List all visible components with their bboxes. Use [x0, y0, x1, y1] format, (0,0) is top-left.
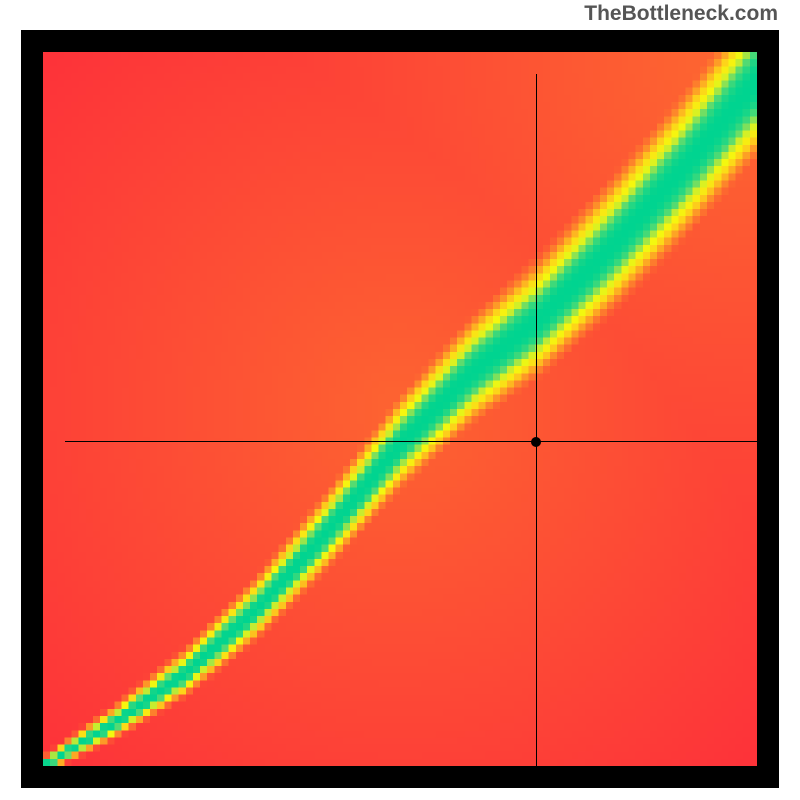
attribution-label: TheBottleneck.com	[584, 2, 778, 26]
bottleneck-heatmap	[43, 52, 757, 766]
plot-frame	[21, 30, 779, 788]
crosshair-marker	[531, 437, 541, 447]
chart-container: TheBottleneck.com	[0, 0, 800, 800]
